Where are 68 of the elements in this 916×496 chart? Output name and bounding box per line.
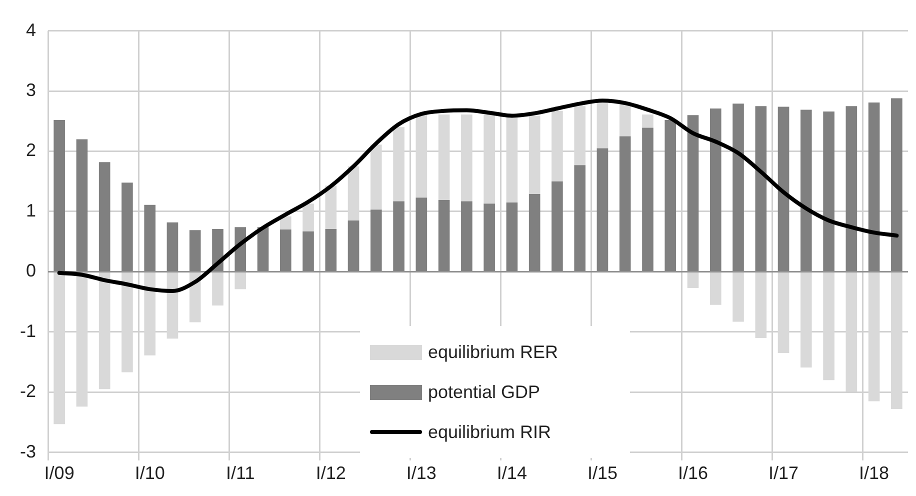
bar	[574, 165, 586, 271]
bar	[823, 112, 834, 271]
x-tick-label: I/17	[768, 463, 799, 484]
bar	[778, 106, 790, 271]
line-series	[57, 98, 899, 293]
bar	[552, 181, 563, 271]
x-tick-label: I/11	[226, 463, 255, 484]
x-tick-label: I/10	[134, 463, 165, 484]
bar	[484, 204, 495, 271]
bar	[98, 162, 110, 271]
bar	[393, 201, 404, 271]
bar	[76, 139, 88, 271]
bar	[619, 102, 631, 136]
y-tick-label: -2	[20, 381, 36, 402]
bar	[370, 210, 382, 271]
bar	[868, 102, 880, 271]
x-tick-label: I/09	[44, 463, 74, 484]
bar	[642, 128, 654, 271]
x-tick-label: I/18	[859, 463, 890, 484]
bar	[234, 272, 246, 290]
bar	[528, 194, 540, 271]
bar	[687, 272, 699, 288]
bar	[416, 198, 428, 271]
bar	[506, 202, 518, 271]
y-tick-label: -1	[20, 320, 36, 341]
bar	[710, 108, 722, 271]
bar	[189, 272, 201, 322]
bar	[687, 115, 699, 271]
y-tick-label: 2	[26, 140, 36, 160]
legend-label: equilibrium RER	[428, 342, 558, 362]
bar	[800, 110, 812, 271]
bar	[257, 227, 269, 271]
bar	[891, 98, 902, 271]
bar	[122, 182, 133, 271]
bar	[348, 220, 360, 271]
bar	[166, 222, 178, 271]
x-tick-label: I/14	[496, 463, 527, 484]
bar	[461, 201, 472, 271]
bar	[212, 272, 224, 306]
x-tick-label: I/16	[678, 463, 708, 484]
bar	[144, 204, 156, 271]
bar	[732, 104, 744, 271]
bar	[438, 200, 450, 271]
bar	[642, 114, 654, 128]
bar	[619, 136, 631, 271]
bar	[189, 230, 201, 271]
x-tick-label: I/12	[316, 463, 346, 484]
bar	[732, 272, 744, 322]
bar	[596, 103, 608, 148]
bar	[325, 228, 337, 271]
x-tick-label: I/13	[406, 463, 436, 484]
bar	[755, 106, 767, 271]
bar	[280, 230, 292, 271]
legend-label: potential GDP	[428, 382, 540, 402]
bar	[280, 216, 292, 230]
bar	[846, 106, 858, 271]
y-tick-label: 0	[26, 260, 36, 281]
bar	[710, 272, 722, 305]
bar	[54, 120, 65, 271]
y-tick-label: 3	[26, 80, 36, 100]
x-tick-label: I/15	[587, 463, 618, 484]
y-tick-label: 4	[26, 20, 36, 40]
y-tick-label: -3	[20, 441, 36, 462]
bar	[302, 231, 314, 271]
bar	[596, 148, 608, 271]
legend-label: equilibrium RIR	[428, 422, 552, 442]
bar	[664, 120, 676, 271]
y-tick-label: 1	[26, 200, 36, 220]
